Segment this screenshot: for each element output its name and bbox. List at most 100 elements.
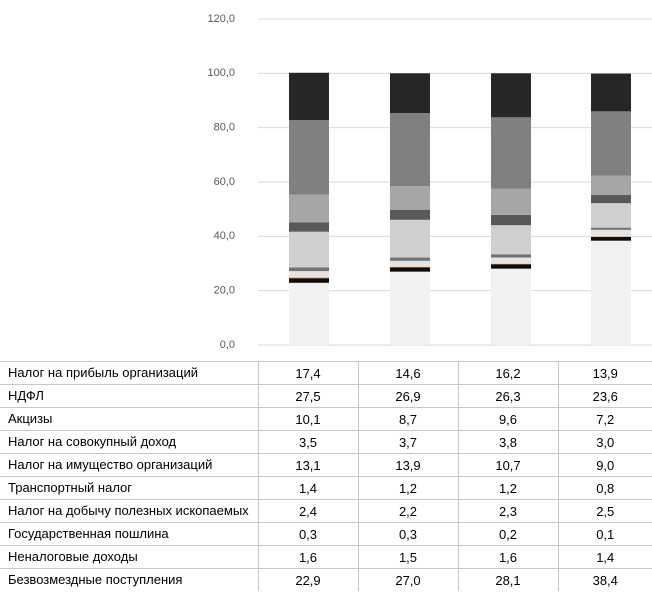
table-row: Государственная пошлина 0,3 0,3 0,2 0,1 xyxy=(0,522,652,546)
value-cell: 1,6 xyxy=(257,545,358,569)
value-cell: 3,5 xyxy=(257,430,358,454)
y-tick-label: 60,0 xyxy=(214,176,235,188)
bar-segment xyxy=(491,268,531,345)
bar-segment xyxy=(390,186,430,210)
table-row: Налог на совокупный доход 3,5 3,7 3,8 3,0 xyxy=(0,430,652,454)
bar-segment xyxy=(289,72,329,121)
bar-segment xyxy=(289,222,329,232)
value-cell: 2,5 xyxy=(557,499,652,523)
value-cell: 2,4 xyxy=(257,499,358,523)
bar-segment xyxy=(591,229,631,237)
series-name: Акцизы xyxy=(0,407,258,431)
value-cell: 7,2 xyxy=(557,407,652,431)
bar-segment xyxy=(289,194,329,223)
series-name: Налог на добычу полезных ископаемых xyxy=(0,499,258,523)
series-name: Государственная пошлина xyxy=(0,522,258,546)
table-row: НДФЛ 27,5 26,9 26,3 23,6 xyxy=(0,384,652,408)
value-cell: 9,0 xyxy=(557,453,652,477)
value-cell: 0,8 xyxy=(557,476,652,500)
data-table: Налог на прибыль организаций 17,4 14,6 16,2… xyxy=(0,361,652,591)
value-cell: 10,7 xyxy=(457,453,558,477)
bar-segment xyxy=(591,203,631,228)
series-name: Транспортный налог xyxy=(0,476,258,500)
value-cell: 2,3 xyxy=(457,499,558,523)
bar-segment xyxy=(390,271,430,345)
series-name: Налог на совокупный доход xyxy=(0,430,258,454)
bar-segment xyxy=(289,271,329,278)
bar-segment xyxy=(390,260,430,267)
table-row: Налог на прибыль организаций 17,4 14,6 16,2… xyxy=(0,361,652,385)
bar-segment xyxy=(390,267,430,272)
bar-segment xyxy=(390,73,430,113)
value-cell: 23,6 xyxy=(557,384,652,408)
value-cell: 1,6 xyxy=(457,545,558,569)
bar-segment xyxy=(491,73,531,118)
bar-segment xyxy=(289,277,329,279)
value-cell: 22,9 xyxy=(257,568,358,591)
value-cell: 1,4 xyxy=(257,476,358,500)
value-cell: 1,5 xyxy=(357,545,458,569)
value-cell: 3,8 xyxy=(457,430,558,454)
y-tick-label: 0,0 xyxy=(220,339,235,351)
bar-segment xyxy=(289,231,329,268)
bar-segment xyxy=(491,117,531,189)
value-cell: 3,7 xyxy=(357,430,458,454)
series-name: Налог на имущество организаций xyxy=(0,453,258,477)
bar-segment xyxy=(390,257,430,261)
bar-segment xyxy=(289,120,329,195)
value-cell: 27,0 xyxy=(357,568,458,591)
bar-segment xyxy=(390,219,430,258)
value-cell: 0,2 xyxy=(457,522,558,546)
table-row: Безвозмездные поступления 22,9 27,0 28,1 38,… xyxy=(0,568,652,591)
y-tick-label: 80,0 xyxy=(214,122,235,134)
bar-segment xyxy=(390,209,430,220)
value-cell: 13,9 xyxy=(357,453,458,477)
value-cell: 10,1 xyxy=(257,407,358,431)
table-row: Транспортный налог 1,4 1,2 1,2 0,8 xyxy=(0,476,652,500)
value-cell: 13,1 xyxy=(257,453,358,477)
value-cell: 27,5 xyxy=(257,384,358,408)
bar-segment xyxy=(289,278,329,283)
series-name: Безвозмездные поступления xyxy=(0,568,258,591)
table-row: Налог на добычу полезных ископаемых 2,4 2,… xyxy=(0,499,652,523)
value-cell: 3,0 xyxy=(557,430,652,454)
value-cell: 0,3 xyxy=(257,522,358,546)
bar-segment xyxy=(591,111,631,176)
value-cell: 28,1 xyxy=(457,568,558,591)
bar-segment xyxy=(491,264,531,269)
y-tick-label: 100,0 xyxy=(207,67,235,79)
bar-segment xyxy=(591,236,631,241)
value-cell: 0,1 xyxy=(557,522,652,546)
value-cell: 14,6 xyxy=(357,361,458,385)
bar-segment xyxy=(491,254,531,258)
value-cell: 1,2 xyxy=(357,476,458,500)
bar-segment xyxy=(591,73,631,112)
value-cell: 2,2 xyxy=(357,499,458,523)
value-cell: 0,3 xyxy=(357,522,458,546)
value-cell: 9,6 xyxy=(457,407,558,431)
bar-segment xyxy=(591,240,631,345)
value-cell: 16,2 xyxy=(457,361,558,385)
value-cell: 13,9 xyxy=(557,361,652,385)
series-name: НДФЛ xyxy=(0,384,258,408)
value-cell: 1,2 xyxy=(457,476,558,500)
bar-segment xyxy=(591,195,631,204)
table-row: Налог на имущество организаций 13,1 13,9 10… xyxy=(0,453,652,477)
table-row: Акцизы 10,1 8,7 9,6 7,2 xyxy=(0,407,652,431)
value-cell: 26,3 xyxy=(457,384,558,408)
bar-segment xyxy=(491,225,531,255)
value-cell: 38,4 xyxy=(557,568,652,591)
bar-segment xyxy=(390,112,430,187)
chart: 0,0 20,0 40,0 60,0 80,0 100,0 120,0 xyxy=(207,13,652,351)
bar-segment xyxy=(390,266,430,268)
bar-segment xyxy=(491,257,531,264)
bar-segment xyxy=(491,214,531,226)
bar-segment xyxy=(591,227,631,230)
value-cell: 8,7 xyxy=(357,407,458,431)
bar-segment xyxy=(491,263,531,265)
bar-segment xyxy=(289,267,329,272)
y-tick-label: 120,0 xyxy=(207,13,235,25)
value-cell: 17,4 xyxy=(257,361,358,385)
value-cell: 1,4 xyxy=(557,545,652,569)
